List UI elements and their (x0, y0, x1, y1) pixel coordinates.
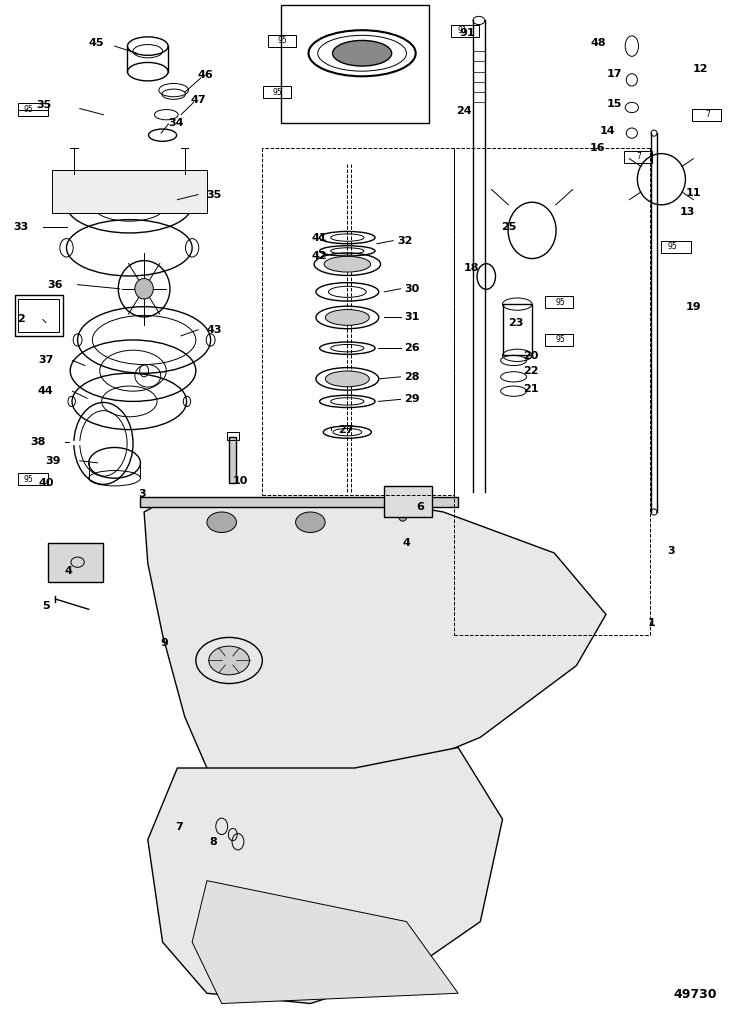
Bar (545, 296, 573, 308)
Bar (227, 432, 239, 440)
Text: 24: 24 (456, 105, 472, 116)
Text: 36: 36 (48, 280, 63, 290)
Text: 6: 6 (416, 502, 423, 512)
Text: 28: 28 (405, 372, 420, 382)
Bar (545, 334, 573, 346)
Text: 30: 30 (405, 284, 420, 294)
Text: 41: 41 (311, 232, 327, 243)
Bar (384, 486, 432, 517)
Text: 45: 45 (89, 38, 103, 48)
Ellipse shape (333, 41, 392, 66)
Text: 7: 7 (706, 111, 710, 119)
Ellipse shape (325, 309, 370, 326)
Bar (229, 437, 236, 483)
Ellipse shape (134, 279, 154, 299)
Bar (48, 543, 103, 582)
Text: 49730: 49730 (673, 988, 717, 1001)
Bar (18, 103, 48, 116)
Text: 23: 23 (508, 317, 523, 328)
Bar (268, 35, 296, 47)
Text: 14: 14 (599, 126, 616, 136)
Bar (263, 86, 291, 98)
Bar (692, 109, 721, 121)
Text: 95: 95 (555, 298, 565, 306)
Text: 37: 37 (38, 355, 53, 366)
Text: 4: 4 (64, 566, 72, 577)
Ellipse shape (208, 646, 249, 675)
Text: 7: 7 (637, 153, 641, 161)
Text: 18: 18 (464, 263, 479, 273)
Text: 19: 19 (685, 302, 701, 312)
Text: 7: 7 (175, 822, 183, 833)
Bar (18, 473, 48, 485)
Bar (18, 299, 59, 332)
Text: 43: 43 (207, 325, 222, 335)
Polygon shape (148, 748, 503, 1004)
Text: 95: 95 (667, 243, 678, 251)
Text: 27: 27 (338, 425, 353, 435)
Text: 95: 95 (23, 105, 33, 114)
Text: 44: 44 (38, 386, 54, 396)
Bar (451, 25, 479, 37)
Text: 20: 20 (523, 351, 538, 361)
Text: 40: 40 (38, 478, 53, 488)
Ellipse shape (325, 371, 370, 387)
Polygon shape (192, 881, 458, 1004)
Text: 31: 31 (405, 312, 420, 323)
Bar (503, 304, 532, 355)
Text: 9: 9 (160, 638, 168, 648)
Text: 29: 29 (404, 394, 420, 404)
Bar (661, 241, 691, 253)
Text: 2: 2 (17, 314, 24, 325)
Text: 17: 17 (607, 69, 622, 79)
Bar (15, 295, 63, 336)
Text: 13: 13 (680, 207, 695, 217)
Text: 26: 26 (404, 343, 420, 353)
Polygon shape (140, 497, 458, 507)
Text: 39: 39 (46, 456, 61, 466)
Text: 25: 25 (501, 222, 516, 232)
Text: 42: 42 (311, 251, 327, 261)
Text: 5: 5 (42, 601, 50, 611)
Bar (624, 151, 652, 163)
Text: 95: 95 (555, 336, 565, 344)
Text: 48: 48 (590, 38, 607, 48)
Ellipse shape (296, 512, 325, 532)
Text: 34: 34 (168, 118, 183, 128)
Text: 12: 12 (693, 63, 708, 74)
Text: 35: 35 (37, 100, 52, 111)
Text: 1: 1 (648, 617, 655, 628)
Polygon shape (144, 502, 606, 799)
Text: 22: 22 (523, 366, 538, 376)
Ellipse shape (324, 256, 370, 272)
Text: 10: 10 (233, 476, 248, 486)
Text: 21: 21 (523, 384, 538, 394)
Text: 32: 32 (398, 236, 412, 246)
Text: 8: 8 (209, 837, 217, 847)
Text: 47: 47 (190, 95, 206, 105)
Bar (281, 5, 429, 123)
Text: 33: 33 (13, 222, 28, 232)
Text: 91: 91 (457, 27, 467, 35)
Text: 38: 38 (31, 437, 46, 447)
Text: 91: 91 (459, 28, 475, 38)
Bar (52, 170, 207, 213)
Text: 16: 16 (589, 143, 605, 154)
Text: 3: 3 (138, 488, 146, 499)
Text: 15: 15 (607, 99, 622, 110)
Text: 11: 11 (686, 187, 701, 198)
Text: 95: 95 (272, 88, 282, 96)
Text: 4: 4 (403, 538, 410, 548)
Ellipse shape (398, 509, 407, 521)
Text: 95: 95 (23, 475, 33, 483)
Text: 3: 3 (667, 546, 675, 556)
Text: 95: 95 (277, 37, 287, 45)
Ellipse shape (115, 199, 144, 211)
Text: 46: 46 (197, 70, 214, 80)
Ellipse shape (207, 512, 236, 532)
Text: 35: 35 (207, 189, 222, 200)
